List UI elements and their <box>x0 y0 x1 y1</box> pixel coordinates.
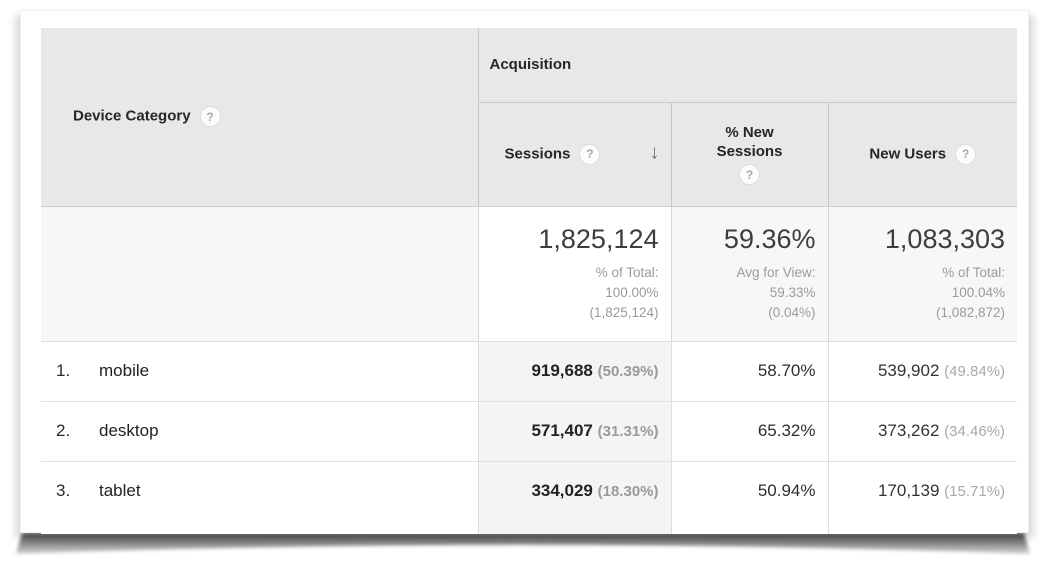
device-name: tablet <box>99 481 141 501</box>
pct-new-sessions-total-subline: Avg for View: <box>736 264 816 280</box>
new-users-cell: 539,902 (49.84%) <box>827 341 1018 402</box>
totals-empty-cell <box>41 206 478 342</box>
sessions-cell: 919,688 (50.39%) <box>477 341 671 402</box>
card-bottom-shadow <box>16 533 1030 554</box>
new-users-value: 373,262 <box>877 421 940 440</box>
new-users-value: 170,139 <box>877 481 940 501</box>
row-rank: 1. <box>56 361 71 380</box>
acquisition-table: Device Category? Acquisition Sessions? ↓… <box>41 28 1018 534</box>
pct-new-sessions-cell: 50.94% <box>670 461 828 521</box>
totals-row: 1,825,124 % of Total: 100.00% (1,825,124… <box>41 206 1018 342</box>
sessions-share: (50.39%) <box>597 363 659 380</box>
table-row: 2. desktop 571,407 (31.31%) 65.32% 373,26… <box>41 401 1018 462</box>
sessions-total-subline: 100.00% <box>605 284 659 300</box>
sessions-total-subline: (1,825,124) <box>589 304 659 320</box>
footer-stub-cell <box>827 521 1018 534</box>
footer-stub-cell <box>477 521 671 534</box>
pct-new-sessions-total-value: 59.36% <box>723 223 816 254</box>
sessions-share: (31.31%) <box>597 423 659 440</box>
device-category-header[interactable]: Device Category? <box>41 28 478 207</box>
device-name-cell: 3. tablet <box>41 461 478 521</box>
new-users-total-subline: % of Total: <box>942 264 1006 280</box>
pct-new-sessions-total-cell: 59.36% Avg for View: 59.33% (0.04%) <box>670 206 828 342</box>
acquisition-group-header: Acquisition <box>477 28 1018 103</box>
new-users-share: (49.84%) <box>944 363 1006 380</box>
device-category-label: Device Category <box>73 107 191 125</box>
pct-new-sessions-cell: 58.70% <box>670 341 828 402</box>
sessions-share: (18.30%) <box>597 483 659 501</box>
pct-new-sessions-help-icon[interactable]: ? <box>739 164 760 185</box>
new-users-total-value: 1,083,303 <box>884 223 1006 254</box>
sessions-column-header[interactable]: Sessions? ↓ <box>477 102 671 207</box>
sessions-help-icon[interactable]: ? <box>579 143 601 165</box>
new-users-cell: 170,139 (15.71%) <box>827 461 1018 521</box>
sessions-total-value: 1,825,124 <box>538 223 659 254</box>
table-row: 3. tablet 334,029 (18.30%) 50.94% 170,139… <box>41 461 1018 521</box>
pct-new-sessions-total-subline: (0.04%) <box>768 304 816 320</box>
sessions-total-cell: 1,825,124 % of Total: 100.00% (1,825,124… <box>477 206 671 342</box>
new-users-total-subline: (1,082,872) <box>935 304 1006 320</box>
device-name-cell: 2. desktop <box>41 401 478 462</box>
report-card: Device Category? Acquisition Sessions? ↓… <box>20 10 1029 534</box>
table-row: 1. mobile 919,688 (50.39%) 58.70% 539,902… <box>41 341 1018 402</box>
row-rank: 3. <box>56 481 71 501</box>
pct-new-sessions-total-subline: 59.33% <box>769 284 816 300</box>
pct-new-sessions-label: % New Sessions <box>716 124 783 160</box>
device-name: desktop <box>99 421 159 440</box>
sessions-total-subline: % of Total: <box>595 264 659 280</box>
acquisition-label: Acquisition <box>489 56 572 74</box>
sessions-label: Sessions <box>504 144 571 162</box>
pct-new-sessions-column-header[interactable]: % New Sessions ? <box>670 102 828 207</box>
sessions-cell: 334,029 (18.30%) <box>477 461 671 521</box>
sessions-value: 919,688 <box>531 361 593 380</box>
new-users-value: 539,902 <box>877 361 940 380</box>
device-category-help-icon[interactable]: ? <box>199 106 221 128</box>
new-users-share: (15.71%) <box>944 483 1006 501</box>
new-users-share: (34.46%) <box>944 423 1006 440</box>
footer-stub-cell <box>41 521 478 534</box>
device-name: mobile <box>99 361 150 380</box>
new-users-cell: 373,262 (34.46%) <box>827 401 1018 462</box>
device-name-cell: 1. mobile <box>41 341 478 402</box>
new-users-label: New Users <box>869 144 947 162</box>
sessions-cell: 571,407 (31.31%) <box>477 401 671 462</box>
row-rank: 2. <box>56 421 71 440</box>
table-footer-stub <box>41 521 1018 534</box>
new-users-help-icon[interactable]: ? <box>955 143 977 165</box>
pct-new-sessions-cell: 65.32% <box>670 401 828 462</box>
sessions-value: 334,029 <box>531 481 593 501</box>
new-users-column-header[interactable]: New Users? <box>827 102 1018 207</box>
sort-descending-arrow-icon[interactable]: ↓ <box>649 141 660 164</box>
new-users-total-cell: 1,083,303 % of Total: 100.04% (1,082,872… <box>827 206 1018 342</box>
sessions-value: 571,407 <box>531 421 593 440</box>
new-users-total-subline: 100.04% <box>951 284 1006 300</box>
footer-stub-cell <box>670 521 828 534</box>
